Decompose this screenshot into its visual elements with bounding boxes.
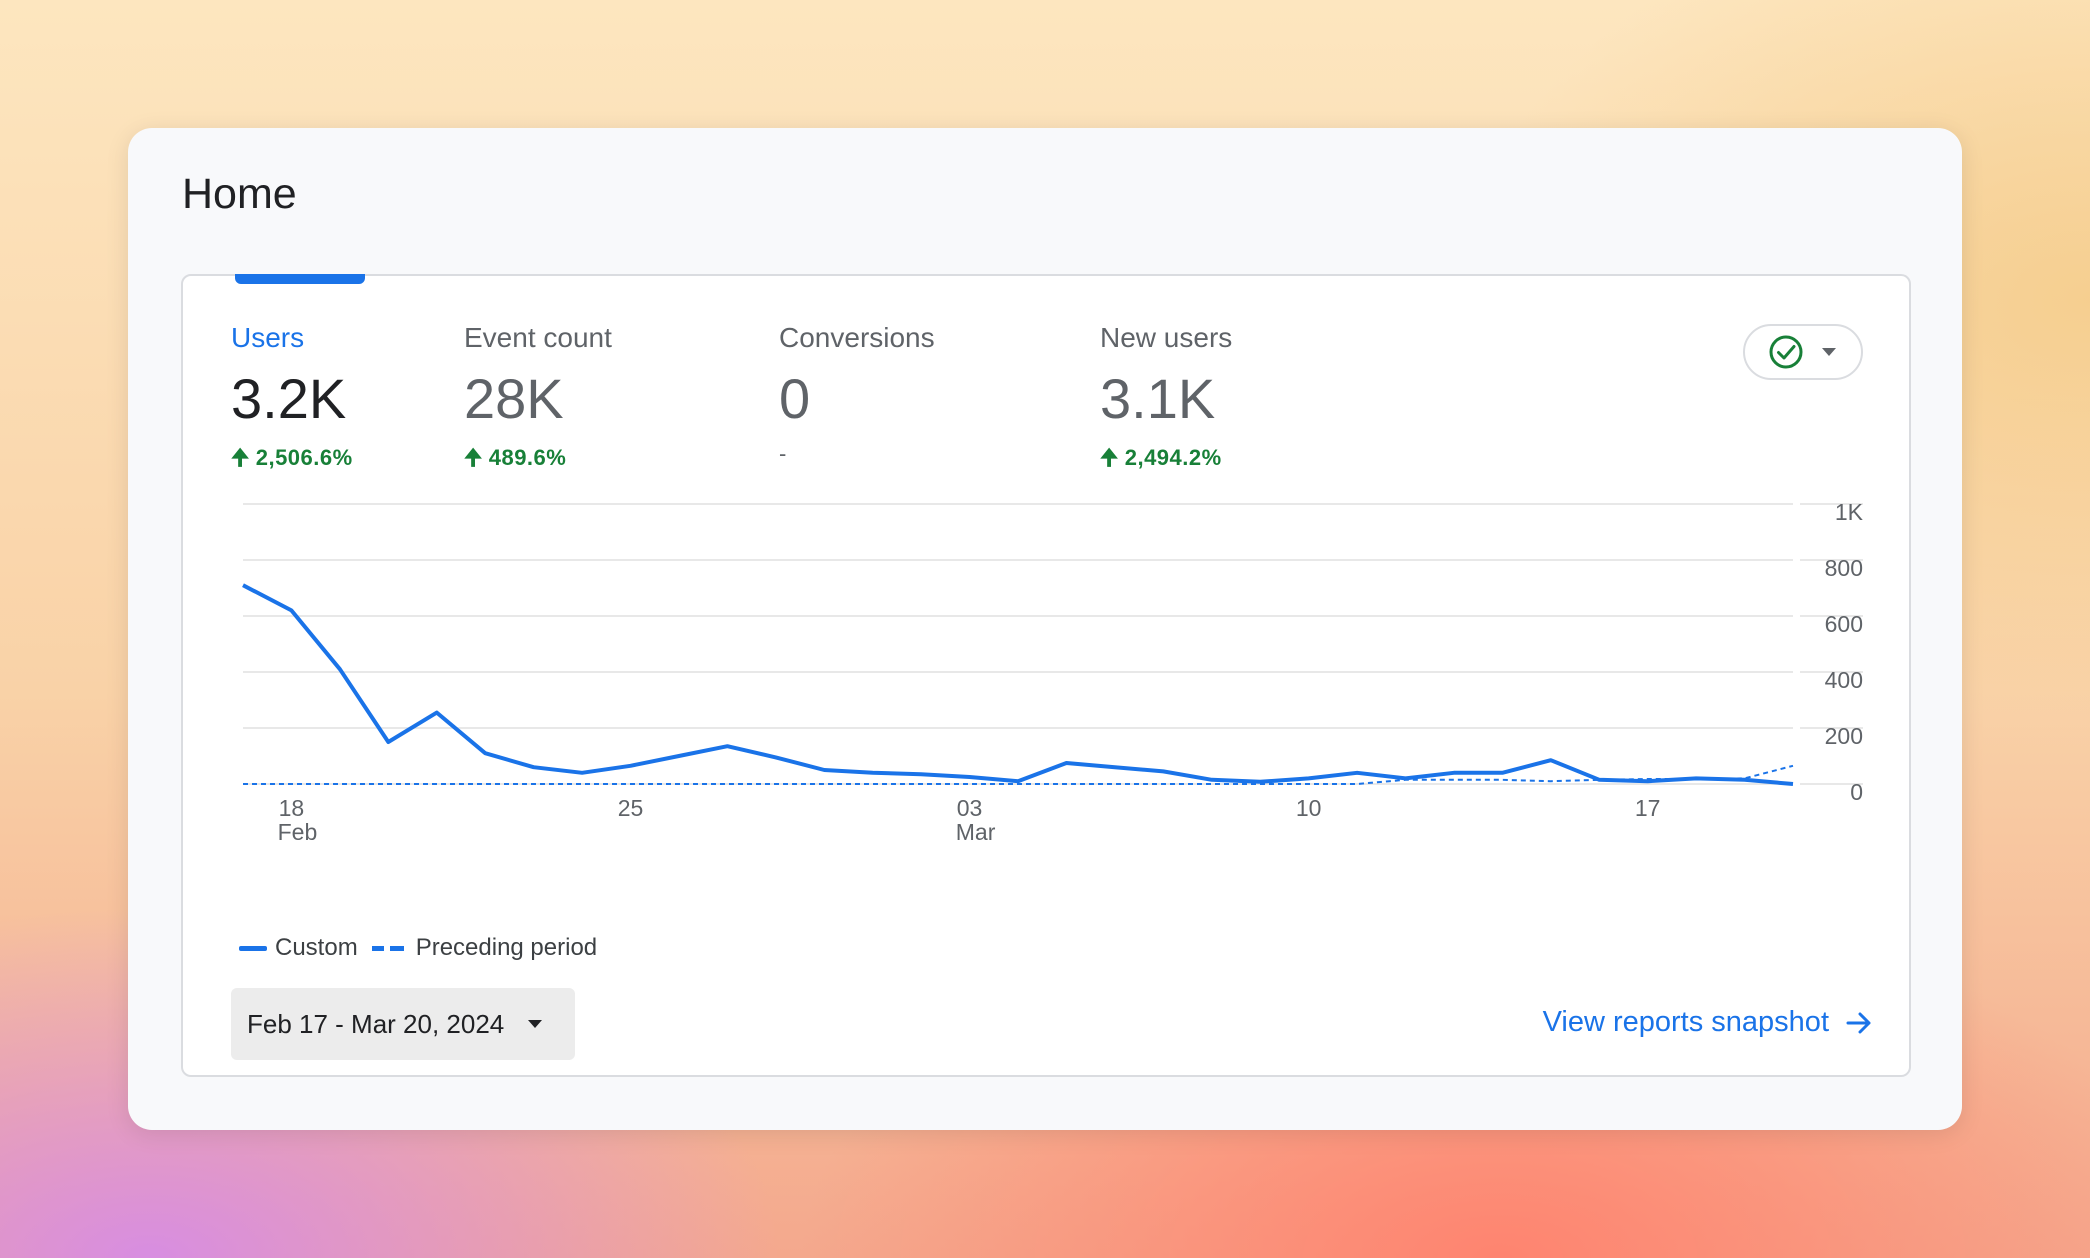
- metric-label: Conversions: [779, 322, 935, 353]
- metric-tab-new-users[interactable]: New users 3.1K 🠉 2,494.2%: [1100, 322, 1232, 479]
- chart-series: [242, 583, 1794, 786]
- chart-legend: Custom Preceding period: [239, 934, 611, 962]
- arrow-up-icon: 🠉: [1100, 445, 1119, 470]
- metric-label: Event count: [464, 322, 612, 353]
- metric-label: New users: [1100, 322, 1233, 353]
- x-tick-label: 25: [618, 795, 644, 821]
- metric-value: 0: [779, 367, 811, 430]
- y-tick-label: 400: [1825, 667, 1863, 693]
- legend-label: Preceding period: [415, 934, 598, 961]
- y-tick-label: 800: [1825, 555, 1863, 581]
- metric-tab-users[interactable]: Users 3.2K 🠉 2,506.6%: [231, 322, 353, 479]
- series-line-custom: [242, 583, 1794, 786]
- overview-panel: Users 3.2K 🠉 2,506.6% Event count 28K 🠉 48…: [181, 274, 1911, 1077]
- legend-swatch-solid: [239, 945, 267, 951]
- page-title: Home: [182, 170, 297, 218]
- date-range-dropdown[interactable]: Feb 17 - Mar 20, 2024: [231, 988, 575, 1060]
- view-link-label: View reports snapshot: [1542, 1006, 1829, 1038]
- date-range-label: Feb 17 - Mar 20, 2024: [247, 1008, 505, 1039]
- x-tick-label: 03: [957, 795, 983, 821]
- chevron-down-icon: [1822, 348, 1836, 356]
- legend-item-preceding-period: Preceding period: [371, 934, 598, 962]
- y-tick-label: 600: [1825, 611, 1863, 637]
- legend-label: Custom: [275, 934, 358, 961]
- chevron-down-icon: [528, 1020, 543, 1028]
- x-tick-label: 18: [279, 795, 305, 821]
- metric-value: 3.1K: [1100, 367, 1216, 430]
- chart-grid: [243, 503, 1863, 785]
- metric-change-value: 489.6%: [488, 445, 567, 470]
- metric-tab-event-count[interactable]: Event count 28K 🠉 489.6%: [464, 322, 612, 479]
- metric-value: 28K: [464, 367, 564, 430]
- y-tick-label: 1K: [1835, 499, 1864, 525]
- y-axis-labels: 0 200 400 600 800 1K: [1825, 499, 1864, 805]
- metric-change-value: -: [779, 441, 787, 466]
- x-tick-sublabel: Feb: [278, 819, 318, 845]
- metric-change-value: 2,506.6%: [255, 445, 353, 470]
- metric-change: 🠉 2,494.2%: [1100, 441, 1232, 479]
- active-tab-indicator: [235, 274, 365, 284]
- metric-tab-conversions[interactable]: Conversions 0 -: [779, 322, 935, 467]
- check-circle-icon: [1769, 335, 1803, 369]
- metric-change-value: 2,494.2%: [1124, 445, 1222, 470]
- metric-change: 🠉 489.6%: [464, 441, 612, 479]
- metric-label: Users: [231, 322, 305, 353]
- home-card: Home Users 3.2K 🠉 2,506.6% Event count 28…: [128, 128, 1962, 1130]
- arrow-right-icon: [1846, 1012, 1871, 1033]
- legend-item-custom: Custom: [239, 934, 358, 962]
- x-tick-label: 10: [1296, 795, 1322, 821]
- y-tick-label: 0: [1850, 779, 1863, 805]
- view-reports-snapshot-link[interactable]: View reports snapshot: [1543, 1006, 1873, 1039]
- metric-change: 🠉 2,506.6%: [231, 441, 353, 479]
- legend-swatch-dashed: [371, 945, 404, 951]
- metric-value: 3.2K: [231, 367, 347, 430]
- arrow-up-icon: 🠉: [464, 445, 483, 470]
- y-tick-label: 200: [1825, 723, 1863, 749]
- arrow-up-icon: 🠉: [231, 445, 250, 470]
- x-tick-sublabel: Mar: [956, 819, 996, 845]
- x-tick-label: 17: [1635, 795, 1661, 821]
- series-line-preceding-period: [243, 764, 1794, 785]
- status-dropdown-button[interactable]: [1743, 324, 1863, 380]
